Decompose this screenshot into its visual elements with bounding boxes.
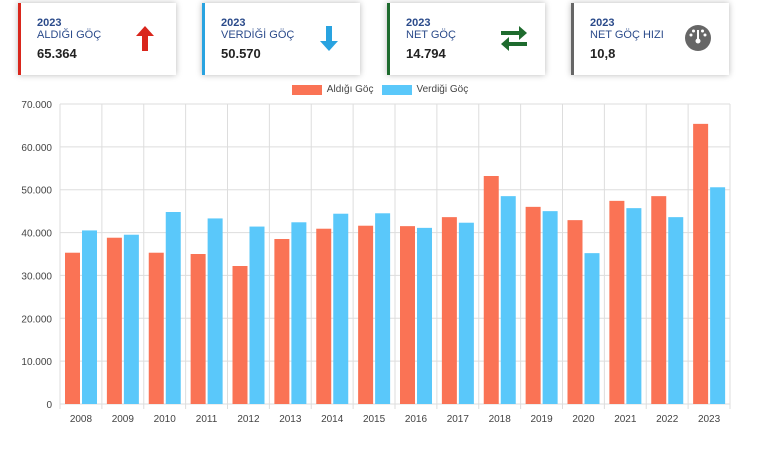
x-tick-label: 2016 xyxy=(405,414,428,425)
arrow-up-icon xyxy=(130,23,160,53)
bar-verdigi-2012[interactable] xyxy=(249,226,265,404)
bar-verdigi-2015[interactable] xyxy=(375,213,391,404)
y-tick-label: 0 xyxy=(46,400,52,411)
card-year: 2023 xyxy=(37,17,62,29)
bar-verdigi-2010[interactable] xyxy=(165,212,181,404)
legend-swatch xyxy=(381,84,412,95)
x-tick-label: 2012 xyxy=(237,414,260,425)
card-value: 14.794 xyxy=(406,46,446,61)
bar-verdigi-2009[interactable] xyxy=(123,234,139,404)
card-label: ALDIĞI GÖÇ xyxy=(37,29,102,41)
legend-label: Verdiği Göç xyxy=(416,84,469,95)
x-tick-label: 2008 xyxy=(70,414,93,425)
x-tick-label: 2010 xyxy=(154,414,177,425)
y-tick-label: 70.000 xyxy=(21,100,52,111)
bar-aldigi-2017[interactable] xyxy=(441,217,457,404)
bar-aldigi-2015[interactable] xyxy=(358,225,374,404)
bar-aldigi-2016[interactable] xyxy=(400,226,415,404)
bar-aldigi-2014[interactable] xyxy=(316,228,332,404)
legend-label: Aldığı Göç xyxy=(326,84,374,95)
bar-verdigi-2023[interactable] xyxy=(710,187,726,404)
card-label: NET GÖÇ xyxy=(406,29,456,41)
bar-verdigi-2016[interactable] xyxy=(417,227,432,404)
card-label: NET GÖÇ HIZI xyxy=(590,29,664,41)
x-tick-label: 2022 xyxy=(656,414,679,425)
bar-aldigi-2013[interactable] xyxy=(274,239,290,404)
summary-card: 2023 NET GÖÇ HIZI 10,8 xyxy=(571,3,729,75)
summary-card: 2023 VERDİĞİ GÖÇ 50.570 xyxy=(202,3,360,75)
legend-item[interactable]: Verdiği Göç xyxy=(381,84,469,95)
card-value: 10,8 xyxy=(590,46,616,61)
bar-aldigi-2011[interactable] xyxy=(190,254,206,404)
summary-card: 2023 NET GÖÇ 14.794 xyxy=(387,3,545,75)
x-tick-label: 2020 xyxy=(572,414,595,425)
bar-verdigi-2011[interactable] xyxy=(207,218,223,404)
x-tick-label: 2014 xyxy=(321,414,344,425)
bar-aldigi-2012[interactable] xyxy=(232,266,248,404)
bar-verdigi-2022[interactable] xyxy=(668,217,684,404)
card-value: 50.570 xyxy=(221,46,261,61)
y-tick-label: 10.000 xyxy=(21,357,52,368)
x-tick-label: 2023 xyxy=(698,414,721,425)
bar-aldigi-2022[interactable] xyxy=(651,196,667,404)
bar-verdigi-2020[interactable] xyxy=(584,253,600,404)
y-tick-label: 50.000 xyxy=(21,186,52,197)
bar-verdigi-2018[interactable] xyxy=(500,196,516,404)
y-tick-label: 60.000 xyxy=(21,143,52,154)
card-value: 65.364 xyxy=(37,46,77,61)
arrow-down-icon xyxy=(314,23,344,53)
summary-card: 2023 ALDIĞI GÖÇ 65.364 xyxy=(18,3,176,75)
legend-item[interactable]: Aldığı Göç xyxy=(291,84,374,95)
bar-aldigi-2008[interactable] xyxy=(65,252,80,404)
exchange-arrows-icon xyxy=(499,23,529,53)
bar-verdigi-2008[interactable] xyxy=(82,230,97,404)
y-tick-label: 40.000 xyxy=(21,229,52,240)
bar-aldigi-2018[interactable] xyxy=(483,176,499,404)
y-tick-label: 30.000 xyxy=(21,271,52,282)
bar-aldigi-2020[interactable] xyxy=(567,220,583,404)
bar-aldigi-2009[interactable] xyxy=(106,237,122,404)
bar-verdigi-2017[interactable] xyxy=(458,222,474,404)
x-tick-label: 2021 xyxy=(614,414,637,425)
chart-legend: Aldığı Göç Verdiği Göç xyxy=(0,84,760,98)
x-tick-label: 2009 xyxy=(112,414,135,425)
y-tick-label: 20.000 xyxy=(21,314,52,325)
bar-aldigi-2021[interactable] xyxy=(609,200,625,404)
bar-verdigi-2014[interactable] xyxy=(333,213,349,404)
gauge-icon xyxy=(683,23,713,53)
card-label: VERDİĞİ GÖÇ xyxy=(221,29,295,41)
bar-chart: 0 10.000 20.000 30.000 40.000 50.000 60.000 70.… xyxy=(21,100,731,425)
bar-aldigi-2010[interactable] xyxy=(148,252,164,404)
bar-aldigi-2019[interactable] xyxy=(525,206,541,404)
x-tick-label: 2018 xyxy=(489,414,512,425)
x-tick-label: 2019 xyxy=(530,414,553,425)
x-tick-label: 2017 xyxy=(447,414,470,425)
x-tick-label: 2011 xyxy=(196,414,218,425)
card-year: 2023 xyxy=(590,17,615,29)
x-tick-label: 2013 xyxy=(279,414,302,425)
card-year: 2023 xyxy=(406,17,431,29)
legend-swatch xyxy=(291,84,322,95)
bar-verdigi-2019[interactable] xyxy=(542,211,558,404)
bar-verdigi-2013[interactable] xyxy=(291,222,307,404)
bar-aldigi-2023[interactable] xyxy=(693,123,709,404)
card-year: 2023 xyxy=(221,17,246,29)
bar-verdigi-2021[interactable] xyxy=(626,208,642,404)
x-tick-label: 2015 xyxy=(363,414,386,425)
